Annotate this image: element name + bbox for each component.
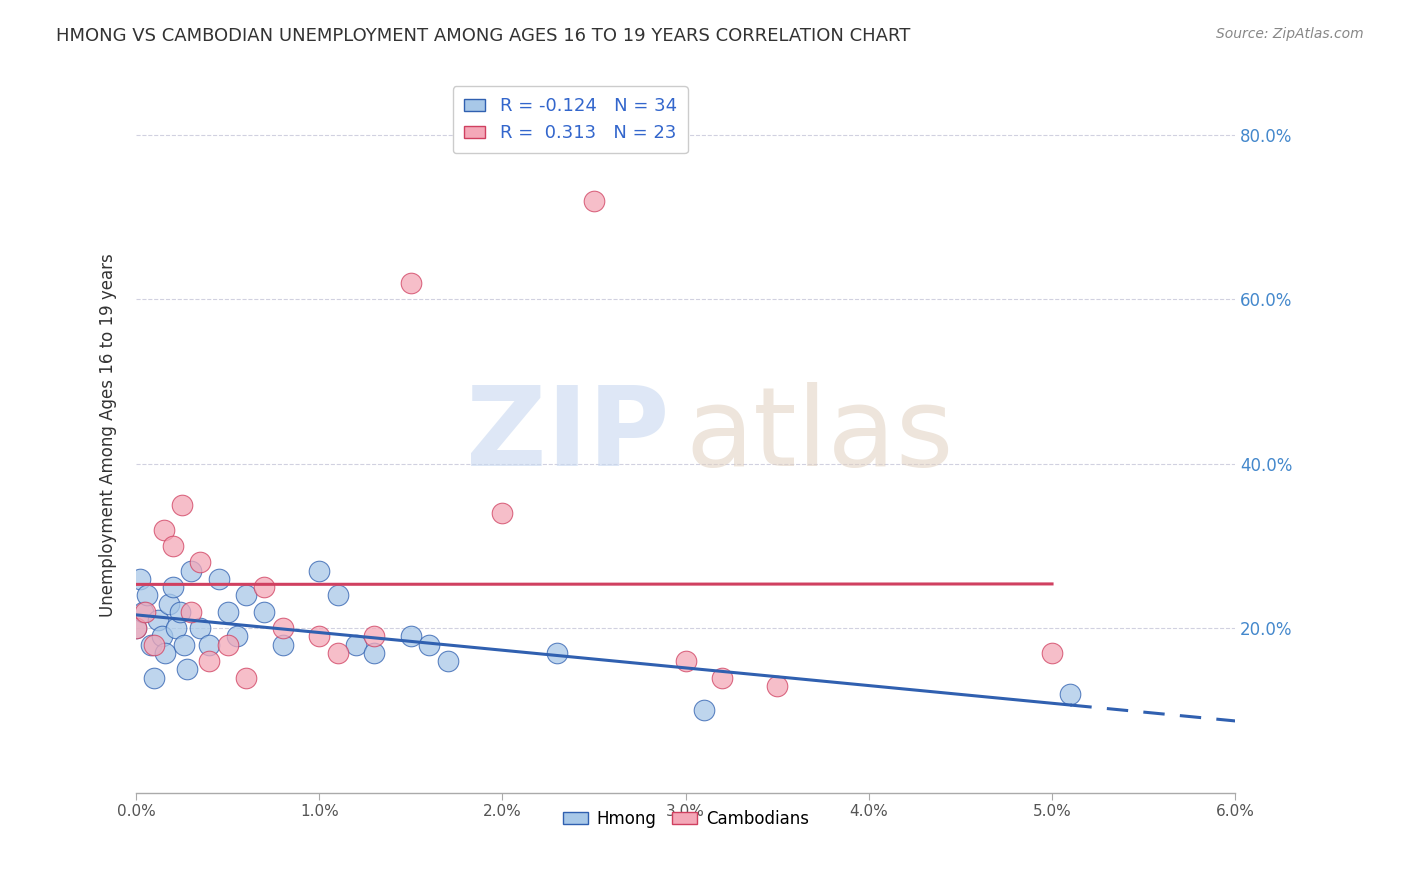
Text: atlas: atlas <box>686 382 955 489</box>
Point <box>711 671 734 685</box>
Point <box>125 621 148 635</box>
Point <box>583 194 606 208</box>
Point <box>173 638 195 652</box>
Text: HMONG VS CAMBODIAN UNEMPLOYMENT AMONG AGES 16 TO 19 YEARS CORRELATION CHART: HMONG VS CAMBODIAN UNEMPLOYMENT AMONG AG… <box>56 27 911 45</box>
Point <box>326 646 349 660</box>
Point <box>217 638 239 652</box>
Point <box>1059 687 1081 701</box>
Point <box>188 556 211 570</box>
Point <box>399 276 422 290</box>
Point <box>271 638 294 652</box>
Point <box>235 671 257 685</box>
Point <box>253 580 276 594</box>
Point <box>157 597 180 611</box>
Point <box>225 630 247 644</box>
Point <box>399 630 422 644</box>
Point <box>143 671 166 685</box>
Point <box>363 630 385 644</box>
Point <box>198 654 221 668</box>
Text: ZIP: ZIP <box>465 382 669 489</box>
Point <box>217 605 239 619</box>
Point <box>344 638 367 652</box>
Point <box>162 580 184 594</box>
Legend: Hmong, Cambodians: Hmong, Cambodians <box>555 803 815 834</box>
Point <box>766 679 789 693</box>
Point <box>165 621 187 635</box>
Point <box>176 662 198 676</box>
Point <box>128 572 150 586</box>
Point <box>198 638 221 652</box>
Point <box>132 605 155 619</box>
Point <box>152 523 174 537</box>
Text: Source: ZipAtlas.com: Source: ZipAtlas.com <box>1216 27 1364 41</box>
Point <box>143 638 166 652</box>
Point <box>180 605 202 619</box>
Point <box>1040 646 1063 660</box>
Point <box>253 605 276 619</box>
Point <box>546 646 568 660</box>
Point <box>271 621 294 635</box>
Point <box>363 646 385 660</box>
Y-axis label: Unemployment Among Ages 16 to 19 years: Unemployment Among Ages 16 to 19 years <box>100 253 117 617</box>
Point <box>326 588 349 602</box>
Point <box>169 605 191 619</box>
Point <box>162 539 184 553</box>
Point <box>308 630 330 644</box>
Point <box>139 638 162 652</box>
Point <box>235 588 257 602</box>
Point <box>418 638 440 652</box>
Point <box>491 506 513 520</box>
Point <box>308 564 330 578</box>
Point <box>146 613 169 627</box>
Point <box>675 654 697 668</box>
Point <box>136 588 159 602</box>
Point <box>693 703 716 717</box>
Point <box>180 564 202 578</box>
Point <box>155 646 177 660</box>
Point <box>134 605 156 619</box>
Point <box>170 498 193 512</box>
Point <box>436 654 458 668</box>
Point <box>188 621 211 635</box>
Point <box>125 621 148 635</box>
Point <box>207 572 229 586</box>
Point <box>150 630 173 644</box>
